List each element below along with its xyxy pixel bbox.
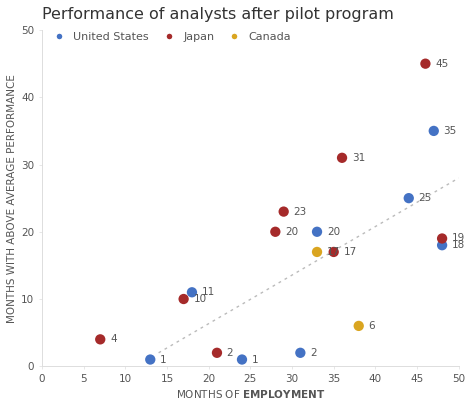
Text: 2: 2: [227, 348, 233, 358]
Point: [280, 208, 287, 215]
Point: [330, 249, 337, 255]
Text: 2: 2: [310, 348, 317, 358]
Text: 20: 20: [327, 227, 340, 237]
Point: [438, 235, 446, 242]
Point: [180, 296, 187, 302]
Point: [355, 323, 363, 329]
Point: [213, 350, 221, 356]
Text: 19: 19: [452, 234, 465, 243]
Text: 4: 4: [110, 335, 117, 344]
Point: [313, 249, 321, 255]
Text: 31: 31: [352, 153, 365, 163]
Title: Performance of analysts after pilot program: Performance of analysts after pilot prog…: [42, 7, 394, 22]
Text: 20: 20: [285, 227, 298, 237]
Point: [438, 242, 446, 249]
Text: 1: 1: [252, 354, 258, 365]
Point: [96, 336, 104, 343]
Point: [430, 128, 438, 134]
Point: [188, 289, 196, 295]
Text: 23: 23: [293, 207, 307, 217]
Point: [297, 350, 304, 356]
Text: 17: 17: [327, 247, 340, 257]
Text: 18: 18: [452, 240, 465, 250]
Text: 45: 45: [435, 59, 448, 69]
X-axis label: MONTHS OF $\bf{EMPLOYMENT}$: MONTHS OF $\bf{EMPLOYMENT}$: [175, 388, 325, 400]
Text: 17: 17: [344, 247, 356, 257]
Point: [238, 356, 246, 363]
Point: [405, 195, 412, 201]
Point: [422, 60, 429, 67]
Text: 35: 35: [444, 126, 457, 136]
Text: 11: 11: [201, 287, 215, 297]
Text: 6: 6: [368, 321, 375, 331]
Text: 10: 10: [193, 294, 207, 304]
Point: [338, 155, 346, 161]
Point: [313, 228, 321, 235]
Legend: United States, Japan, Canada: United States, Japan, Canada: [47, 32, 291, 42]
Y-axis label: MONTHS WITH ABOVE AVERAGE PERFORMANCE: MONTHS WITH ABOVE AVERAGE PERFORMANCE: [7, 74, 17, 323]
Point: [272, 228, 279, 235]
Text: 1: 1: [160, 354, 167, 365]
Text: 25: 25: [419, 193, 432, 203]
Point: [146, 356, 154, 363]
